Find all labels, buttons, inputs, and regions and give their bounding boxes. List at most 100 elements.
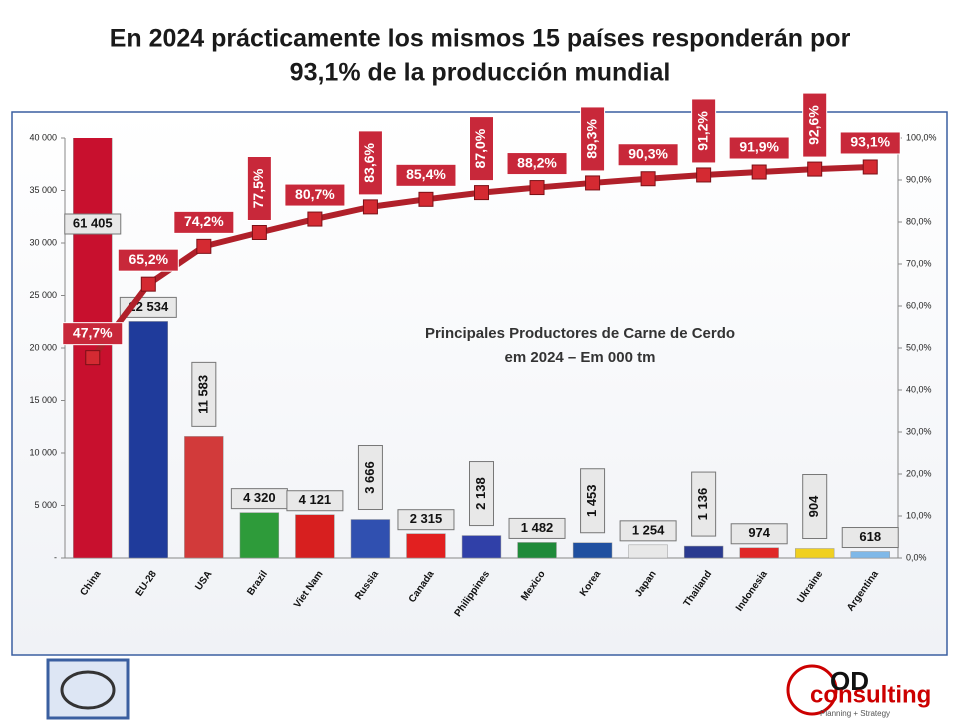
y2-tick-label: 30,0% <box>906 426 932 436</box>
logo-tagline: Planning + Strategy <box>820 709 890 718</box>
line-marker <box>585 175 601 191</box>
pct-label: 65,2% <box>128 251 168 267</box>
y-tick-label: 35 000 <box>29 185 57 195</box>
value-label-box <box>508 517 566 539</box>
y2-tick-label: 40,0% <box>906 384 932 394</box>
value-label: 1 453 <box>584 484 599 517</box>
value-label-box <box>802 474 828 540</box>
line-marker <box>696 167 712 183</box>
value-label: 2 138 <box>473 477 488 510</box>
bar <box>572 542 613 558</box>
logo-od: OD <box>830 666 869 696</box>
chart-subtitle-2: em 2024 – Em 000 tm <box>505 349 656 366</box>
y2-tick-label: 70,0% <box>906 258 932 268</box>
pct-label: 80,7% <box>295 186 335 202</box>
pct-label: 83,6% <box>361 142 377 182</box>
bar <box>73 138 113 558</box>
line-marker <box>196 238 212 254</box>
value-label-box <box>730 523 788 545</box>
bar <box>128 321 168 558</box>
y-tick-label: 30 000 <box>29 237 57 247</box>
value-label-box <box>397 509 455 531</box>
line-marker <box>85 350 101 366</box>
pct-label-box <box>173 210 235 234</box>
pct-label-box <box>617 143 679 167</box>
line-marker <box>640 171 656 187</box>
pct-label-box <box>117 248 179 272</box>
y2-tick-label: 90,0% <box>906 174 932 184</box>
line-marker <box>307 211 323 227</box>
y-tick-label: - <box>54 552 57 562</box>
value-label: 618 <box>859 529 881 544</box>
value-label: 3 666 <box>362 461 377 494</box>
value-label: 22 534 <box>128 299 169 314</box>
y-tick-label: 40 000 <box>29 132 57 142</box>
value-label-box <box>841 527 899 549</box>
y-tick-label: 15 000 <box>29 395 57 405</box>
title-line-2: 93,1% de la producción mundial <box>290 59 671 87</box>
pct-label: 85,4% <box>406 166 446 182</box>
y2-tick-label: 20,0% <box>906 468 932 478</box>
bar <box>517 542 557 558</box>
pct-label-box <box>728 136 790 160</box>
bar <box>350 519 391 558</box>
line-marker <box>807 161 823 177</box>
pct-label: 87,0% <box>472 128 488 168</box>
y-tick-label: 10 000 <box>29 447 57 457</box>
pct-label-box <box>802 92 828 158</box>
value-label-box <box>619 520 677 542</box>
pct-label-box <box>839 131 901 155</box>
bar <box>850 551 890 558</box>
value-label: 61 405 <box>73 215 113 230</box>
pig-icon <box>60 670 116 710</box>
pct-label-box <box>395 163 457 187</box>
y2-tick-label: 10,0% <box>906 510 932 520</box>
pct-label: 89,3% <box>583 119 599 159</box>
value-label: 2 315 <box>410 511 443 526</box>
pct-label-box <box>246 156 272 221</box>
y2-tick-label: 60,0% <box>906 300 932 310</box>
value-label: 904 <box>806 495 821 517</box>
pct-label: 90,3% <box>628 145 668 161</box>
logo-consulting: consulting <box>810 681 931 708</box>
value-label-box <box>691 471 717 537</box>
value-label-box <box>469 461 494 527</box>
bar <box>795 548 835 558</box>
bar <box>739 547 779 558</box>
line-marker <box>140 276 156 292</box>
bar <box>406 533 446 558</box>
pct-label-box <box>691 98 717 164</box>
line-marker <box>251 225 267 240</box>
pct-label: 92,6% <box>805 105 821 145</box>
y-tick-label: 20 000 <box>29 342 57 352</box>
pct-label-box <box>62 322 124 346</box>
line-marker <box>418 191 434 207</box>
value-label: 1 254 <box>632 522 665 537</box>
pct-label: 47,7% <box>73 324 113 340</box>
value-label-box <box>286 490 344 512</box>
value-label: 1 136 <box>695 488 710 521</box>
pct-label: 88,2% <box>517 154 557 170</box>
value-label-box <box>580 468 606 534</box>
bar <box>628 544 668 558</box>
bars <box>73 138 890 558</box>
y2-tick-label: 100,0% <box>906 132 937 142</box>
y2-tick-label: 80,0% <box>906 216 932 226</box>
pct-label-box <box>580 106 606 172</box>
globe-icon <box>786 664 838 716</box>
bar <box>683 545 724 558</box>
y-tick-label: 5 000 <box>34 500 57 510</box>
pct-label: 77,5% <box>250 168 266 208</box>
value-label: 1 482 <box>521 520 554 535</box>
pct-label-box <box>469 116 494 182</box>
line-marker <box>862 159 878 175</box>
pct-label: 91,9% <box>739 139 779 155</box>
y2-tick-label: 0,0% <box>906 552 927 562</box>
y-tick-label: 25 000 <box>29 290 57 300</box>
pct-label-box <box>357 130 383 196</box>
title-line-1: En 2024 prácticamente los mismos 15 país… <box>110 25 851 53</box>
value-label: 4 121 <box>299 492 332 507</box>
value-label: 11 583 <box>195 375 210 414</box>
line-marker <box>529 180 545 196</box>
line-marker <box>751 164 767 180</box>
